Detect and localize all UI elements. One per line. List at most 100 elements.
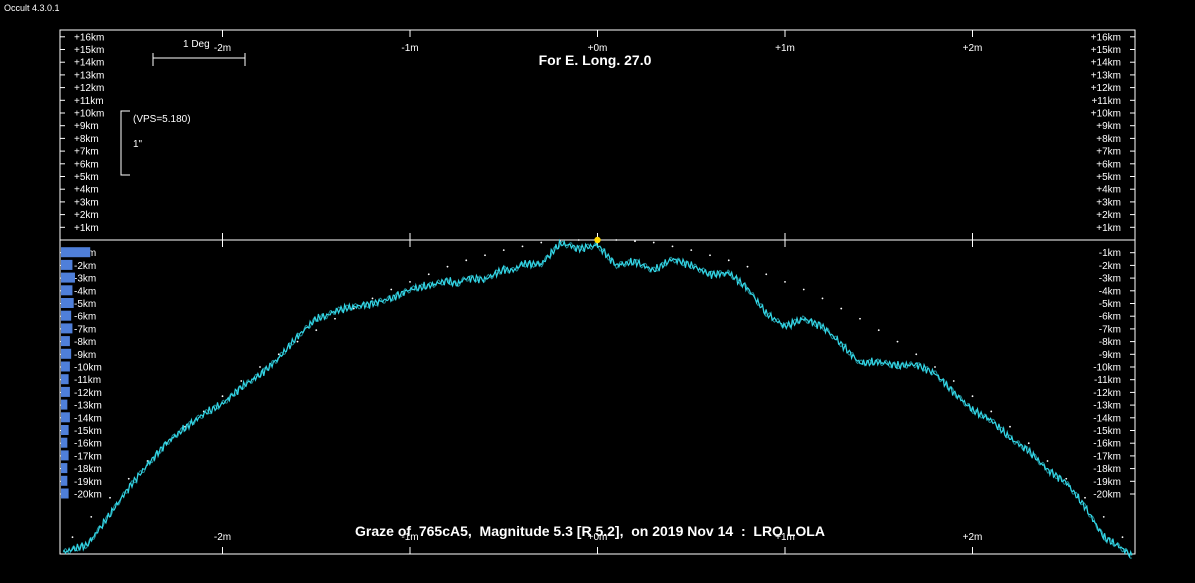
y-tick-label-right: -12km: [1093, 388, 1121, 399]
mean-limb-dot: [727, 259, 730, 262]
observer-bar: [61, 374, 69, 385]
y-tick-label-left: +8km: [74, 134, 99, 145]
mean-limb-dot: [109, 496, 111, 499]
mean-limb-dots: [71, 239, 1124, 539]
mean-limb-dot: [127, 477, 130, 480]
observer-bar: [61, 361, 70, 372]
y-tick-label-right: -3km: [1099, 274, 1121, 285]
y-tick-label-right: +3km: [1096, 197, 1121, 208]
y-tick-label-right: +13km: [1091, 70, 1121, 81]
observer-bar: [61, 323, 73, 334]
limb-profile-smooth: [62, 240, 1133, 560]
y-tick-label-right: -16km: [1093, 439, 1121, 450]
y-tick-label-right: +1km: [1096, 223, 1121, 234]
mean-limb-dot: [1027, 442, 1030, 445]
y-tick-label-left: +15km: [74, 45, 104, 56]
observer-bar: [61, 272, 75, 283]
y-tick-label-left: +9km: [74, 121, 99, 132]
y-tick-label-left: +2km: [74, 210, 99, 221]
y-tick-label-left: -19km: [74, 477, 102, 488]
y-tick-label-left: -17km: [74, 451, 102, 462]
observer-bar: [61, 310, 72, 321]
vps-bracket: [120, 110, 130, 176]
mean-limb-dot: [859, 317, 861, 320]
y-tick-label-right: +7km: [1096, 147, 1121, 158]
observer-bar: [61, 488, 69, 499]
mean-limb-dot: [671, 245, 674, 248]
y-tick-label-right: -5km: [1099, 299, 1121, 310]
mean-limb-dot: [652, 241, 655, 244]
mean-limb-dot: [746, 265, 749, 268]
mean-limb-dot: [971, 395, 974, 398]
mean-limb-dot: [634, 240, 636, 243]
y-tick-label-left: -15km: [74, 426, 102, 437]
mean-limb-dot: [615, 239, 618, 241]
y-tick-label-right: +11km: [1091, 96, 1121, 107]
y-tick-label-left: +16km: [74, 32, 104, 43]
mean-limb-dot: [446, 265, 449, 268]
mean-limb-dot: [240, 380, 243, 382]
y-tick-label-right: +16km: [1091, 32, 1121, 43]
mean-limb-dot: [540, 241, 543, 244]
x-tick-label-bottom: +0m: [588, 532, 608, 543]
observer-bar: [61, 475, 68, 486]
y-tick-label-right: -17km: [1093, 451, 1121, 462]
y-tick-label-left: +12km: [74, 83, 104, 94]
observer-bar: [61, 259, 73, 270]
limb-profile-group: [62, 238, 1133, 560]
observer-bar: [61, 450, 69, 461]
mean-limb-dot: [221, 395, 224, 398]
mean-limb-dot: [315, 329, 318, 332]
observer-bar: [61, 298, 74, 308]
axes-group: -2m -2m -1m -1m +0m +0m +1m +1m +2m +2m +16km +16km…: [60, 30, 1135, 554]
y-tick-label-left: +6km: [74, 159, 99, 170]
x-tick-label-bottom: -1m: [401, 532, 418, 543]
x-tick-label-top: +1m: [775, 43, 795, 54]
y-tick-label-left: -20km: [74, 490, 102, 501]
mean-limb-dot: [840, 307, 843, 310]
y-tick-label-left: -11km: [74, 375, 101, 386]
observer-bar: [61, 399, 68, 410]
mean-limb-dot: [1102, 515, 1105, 518]
y-tick-label-right: -7km: [1099, 324, 1121, 335]
y-tick-label-right: +14km: [1091, 58, 1121, 69]
y-tick-label-left: -8km: [74, 337, 96, 348]
y-tick-label-left: -6km: [74, 312, 96, 323]
x-tick-label-top: -2m: [214, 43, 231, 54]
app-title: Occult 4.3.0.1: [4, 3, 60, 13]
observer-bar: [61, 425, 69, 435]
x-tick-label-bottom: +1m: [775, 532, 795, 543]
observer-bars: [61, 247, 91, 499]
plot-frame: [59, 29, 1136, 555]
mean-limb-dot: [1065, 477, 1068, 480]
star-position-marker: [594, 236, 601, 244]
y-tick-label-right: +4km: [1096, 185, 1121, 196]
y-tick-label-right: -18km: [1093, 464, 1121, 475]
mean-limb-dot: [334, 317, 336, 320]
y-tick-label-left: -3km: [74, 274, 96, 285]
y-tick-label-left: +4km: [74, 185, 99, 196]
mean-limb-dot: [990, 410, 993, 413]
mean-limb-dot: [915, 353, 918, 356]
y-tick-label-left: +10km: [74, 109, 104, 120]
observer-bar: [61, 463, 68, 474]
mean-limb-dot: [465, 259, 468, 262]
mean-limb-dot: [502, 249, 505, 252]
observer-bar: [61, 285, 73, 296]
graze-caption: Graze of 765cA5, Magnitude 5.3 [R 5.2], …: [355, 523, 825, 539]
mean-limb-dot: [690, 249, 693, 252]
y-tick-label-left: +1km: [74, 223, 99, 234]
mean-limb-dot: [896, 340, 899, 343]
y-tick-label-right: -8km: [1099, 337, 1121, 348]
observer-bar: [61, 437, 68, 448]
y-tick-label-left: -7km: [74, 324, 96, 335]
observer-bar: [61, 247, 91, 258]
mean-limb-dot: [952, 380, 955, 382]
y-tick-label-left: +7km: [74, 147, 99, 158]
x-tick-label-top: -1m: [401, 43, 418, 54]
x-tick-label-top: +0m: [588, 43, 608, 54]
y-tick-label-left: -18km: [74, 464, 102, 475]
mean-limb-dot: [802, 288, 805, 291]
mean-limb-dot: [1121, 536, 1124, 539]
y-tick-label-left: +14km: [74, 58, 104, 69]
